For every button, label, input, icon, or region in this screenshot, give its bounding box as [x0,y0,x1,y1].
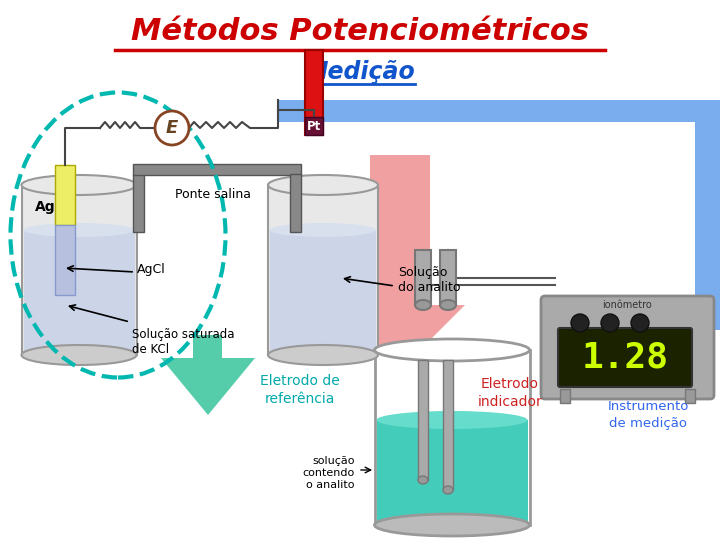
Polygon shape [377,420,528,524]
Text: Eletrodo de
referência: Eletrodo de referência [260,374,340,406]
Text: E: E [166,119,178,137]
Polygon shape [268,185,378,355]
Bar [55,225,75,295]
Text: Eletrodo
indicador: Eletrodo indicador [477,377,542,409]
Text: Ponte salina: Ponte salina [175,188,251,201]
Circle shape [601,314,619,332]
Bar [305,117,323,135]
Bar [560,389,570,403]
Bar [440,250,456,305]
Bar [133,174,144,232]
Bar [133,164,301,175]
Text: Solução
do analito: Solução do analito [398,266,461,294]
Circle shape [155,111,189,145]
Bar [415,250,431,305]
Ellipse shape [24,223,135,237]
Ellipse shape [22,175,137,195]
Ellipse shape [443,486,453,494]
Polygon shape [270,230,376,354]
Polygon shape [278,100,720,122]
Polygon shape [335,155,465,370]
Polygon shape [695,100,720,330]
Text: 1.28: 1.28 [582,340,668,374]
Ellipse shape [374,514,529,536]
Polygon shape [622,295,720,368]
Ellipse shape [268,175,378,195]
Text: ionômetro: ionômetro [602,300,652,310]
Ellipse shape [22,345,137,365]
Text: Medição: Medição [305,60,415,84]
Ellipse shape [268,345,378,365]
Polygon shape [375,350,530,525]
Circle shape [571,314,589,332]
Polygon shape [22,185,137,355]
Text: Pt: Pt [307,119,321,132]
Text: Solução saturada
de KCl: Solução saturada de KCl [132,328,235,356]
Bar [443,360,453,490]
Circle shape [631,314,649,332]
FancyBboxPatch shape [541,296,714,399]
Text: solução
contendo
o analito: solução contendo o analito [302,456,355,490]
Polygon shape [24,230,135,354]
FancyBboxPatch shape [558,328,692,387]
Bar [418,360,428,480]
Ellipse shape [270,223,376,237]
Text: Instrumento
de medição: Instrumento de medição [607,400,689,430]
Polygon shape [161,335,255,415]
Bar [685,389,695,403]
Bar [290,174,301,232]
Ellipse shape [374,339,529,361]
Text: Métodos Potenciométricos: Métodos Potenciométricos [131,17,589,46]
Text: AgCl: AgCl [137,264,166,276]
Ellipse shape [415,300,431,310]
Bar [305,50,323,135]
Ellipse shape [440,300,456,310]
Text: Ag: Ag [35,200,55,214]
Bar [55,165,75,225]
Ellipse shape [418,476,428,484]
Ellipse shape [377,411,528,429]
